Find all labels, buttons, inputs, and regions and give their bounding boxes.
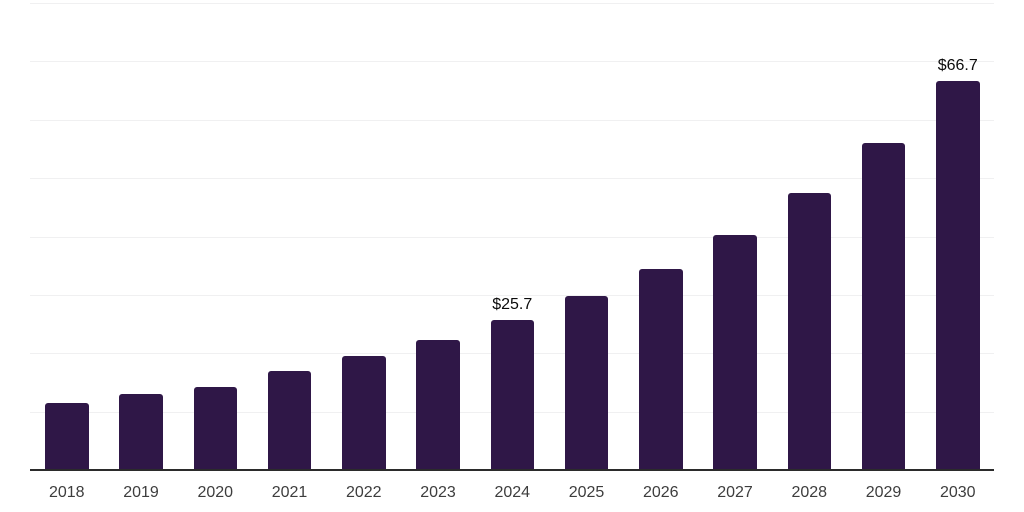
x-tick-2023: 2023 (420, 484, 456, 501)
data-label-2024: $25.7 (492, 295, 533, 313)
bar-2028 (787, 193, 831, 470)
x-tick-2019: 2019 (123, 484, 159, 501)
x-axis-line (30, 469, 994, 471)
bar-2023 (416, 339, 460, 470)
bar-2020 (193, 387, 237, 470)
x-tick-2020: 2020 (197, 484, 234, 501)
gridline-70 (30, 61, 994, 63)
data-label-2030: $66.7 (937, 56, 978, 74)
plot-area: $25.7 $66.7 (30, 3, 994, 470)
gridline-60 (30, 119, 994, 121)
x-tick-2021: 2021 (271, 484, 308, 501)
x-tick-2027: 2027 (717, 484, 753, 501)
bar-2030 (936, 80, 980, 470)
x-tick-2028: 2028 (791, 484, 828, 501)
bar-2027 (713, 234, 757, 470)
bar-2029 (861, 143, 906, 470)
gridline-30 (30, 294, 994, 296)
gridline-50 (30, 178, 994, 180)
gridline-40 (30, 236, 994, 238)
x-tick-2030: 2030 (939, 484, 976, 501)
bar-2018 (45, 402, 89, 470)
bar-2025 (564, 296, 609, 470)
x-tick-2018: 2018 (48, 484, 85, 501)
bar-2022 (342, 356, 386, 470)
x-tick-2026: 2026 (642, 484, 679, 501)
gridline-80 (30, 3, 994, 4)
x-tick-2025: 2025 (568, 484, 605, 501)
x-tick-2022: 2022 (345, 484, 382, 501)
bar-2021 (267, 370, 312, 470)
x-tick-2029: 2029 (865, 484, 902, 501)
bar-2026 (639, 268, 683, 470)
bar-2019 (119, 393, 163, 470)
bar-2024 (490, 319, 534, 470)
x-tick-2024: 2024 (494, 484, 531, 501)
